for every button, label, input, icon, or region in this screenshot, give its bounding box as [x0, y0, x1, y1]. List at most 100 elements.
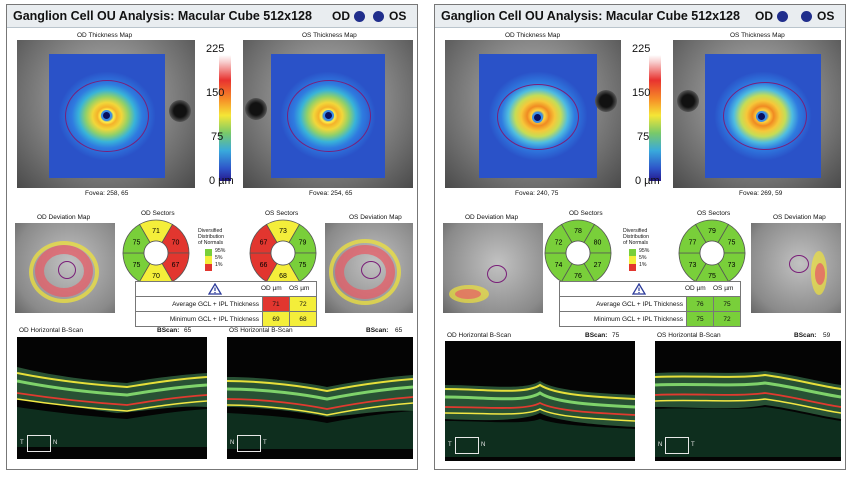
sector-value: 73 — [728, 262, 736, 269]
sector-value: 71 — [152, 228, 160, 235]
sector-value: 67 — [260, 239, 268, 246]
scale-tick-225: 225 — [206, 43, 225, 55]
os-optic-disc — [677, 90, 699, 112]
os-thickness-map-title: OS Thickness Map — [730, 32, 785, 39]
legend-1: 1% — [639, 262, 647, 268]
table-cell-os: 75 — [713, 296, 741, 312]
sector-value: 79 — [708, 228, 716, 235]
scale-tick-0: 0 µm — [635, 175, 660, 187]
os-sectors-title: OS Sectors — [697, 210, 731, 217]
legend-95: 95% — [215, 248, 226, 254]
warning-row: OD µm OS µm — [559, 281, 741, 297]
od-thickness-map-title: OD Thickness Map — [77, 32, 133, 39]
scale-tick-225: 225 — [632, 43, 651, 55]
distribution-legend — [205, 249, 212, 271]
sector-value: 74 — [555, 262, 563, 269]
table-row: Average GCL + IPL Thickness 71 72 — [135, 296, 317, 312]
thickness-color-scale — [649, 55, 661, 181]
scale-tick-75: 75 — [211, 131, 224, 143]
legend-5: 5% — [639, 255, 647, 261]
sector-value: 27 — [594, 262, 602, 269]
table-row-label: Average GCL + IPL Thickness — [559, 296, 687, 312]
os-axis-right: T — [263, 440, 267, 446]
os-axis-left: N — [230, 440, 235, 446]
gcl-ipl-table: Average GCL + IPL Thickness 76 75 Minimu… — [559, 296, 741, 327]
sector-value: 68 — [279, 273, 287, 280]
table-header-od: OD µm — [261, 285, 282, 292]
table-cell-os: 72 — [289, 296, 317, 312]
os-thickness-map-title: OS Thickness Map — [302, 32, 357, 39]
os-deviation-map-title: OS Deviation Map — [349, 214, 402, 221]
eye-label-os: OS — [389, 9, 407, 23]
report-panel-left: Ganglion Cell OU Analysis: Macular Cube … — [6, 4, 418, 470]
legend-1: 1% — [215, 262, 223, 268]
od-deviation-ring — [487, 265, 507, 283]
os-sectors-title: OS Sectors — [265, 210, 299, 217]
od-bscan-image: T N — [17, 337, 207, 459]
od-orientation-marker: T N — [448, 437, 485, 454]
distribution-label-2: of Normals — [198, 240, 224, 246]
table-header-od: OD µm — [685, 285, 706, 292]
os-sectors-wheel: 79 75 73 75 73 77 — [678, 219, 746, 287]
od-thickness-map-title: OD Thickness Map — [505, 32, 561, 39]
sector-center — [270, 240, 296, 266]
os-eye-icon — [801, 11, 812, 22]
od-bscan-value: 65 — [184, 327, 192, 334]
os-deviation-ring — [361, 261, 381, 279]
od-deviation-map — [15, 223, 115, 313]
od-deviation-map-title: OD Deviation Map — [465, 214, 519, 221]
eye-label-od: OD — [332, 9, 350, 23]
os-orientation-marker: N T — [658, 437, 695, 454]
od-bscan-layers — [445, 381, 635, 457]
table-header-os: OS µm — [289, 285, 310, 292]
table-row-label: Minimum GCL + IPL Thickness — [135, 311, 263, 327]
scale-tick-0: 0 µm — [209, 175, 234, 187]
od-fovea-marker — [103, 112, 110, 119]
os-bscan-label: BScan: — [794, 332, 817, 339]
distribution-label-1: Distribution — [198, 234, 224, 240]
os-bscan-value: 59 — [823, 332, 831, 339]
sector-value: 66 — [260, 262, 268, 269]
table-row: Minimum GCL + IPL Thickness 69 68 — [135, 311, 317, 327]
report-panel-right: Ganglion Cell OU Analysis: Macular Cube … — [434, 4, 846, 470]
os-bscan-image: N T — [227, 337, 413, 459]
od-optic-disc — [169, 100, 191, 122]
table-cell-os: 72 — [713, 311, 741, 327]
os-sectors-wheel: 73 79 75 68 66 67 — [249, 219, 317, 287]
od-bscan-layers — [17, 367, 207, 447]
od-optic-disc — [595, 90, 617, 112]
sector-value: 73 — [689, 262, 697, 269]
gcl-ipl-table: Average GCL + IPL Thickness 71 72 Minimu… — [135, 296, 317, 327]
sector-value: 67 — [172, 262, 180, 269]
report-header: Ganglion Cell OU Analysis: Macular Cube … — [435, 5, 845, 28]
eye-label-od: OD — [755, 9, 773, 23]
os-fovea-marker — [758, 113, 765, 120]
report-title: Ganglion Cell OU Analysis: Macular Cube … — [441, 9, 740, 23]
sector-value: 75 — [133, 239, 141, 246]
report-header: Ganglion Cell OU Analysis: Macular Cube … — [7, 5, 417, 28]
os-orientation-marker: N T — [230, 435, 267, 452]
table-header-os: OS µm — [713, 285, 734, 292]
thickness-color-scale — [219, 55, 231, 181]
od-deviation-ring — [58, 261, 76, 279]
table-cell-od: 75 — [686, 311, 714, 327]
os-fovea-coords: Fovea: 269, 59 — [739, 190, 783, 197]
os-bscan-value: 65 — [395, 327, 403, 334]
od-ellipse-ring — [497, 84, 579, 150]
scale-tick-150: 150 — [206, 87, 225, 99]
os-bscan-layers — [227, 375, 413, 449]
os-bscan-title: OS Horizontal B-Scan — [657, 332, 721, 339]
od-bscan-label: BScan: — [157, 327, 180, 334]
od-bscan-image: T N — [445, 341, 635, 461]
sector-value: 79 — [299, 239, 307, 246]
od-sectors-wheel: 78 80 27 76 74 72 — [544, 219, 612, 287]
warning-icon — [632, 283, 646, 295]
od-deviation-map — [443, 223, 543, 313]
od-bscan-title: OD Horizontal B-Scan — [447, 332, 511, 339]
od-bscan-title: OD Horizontal B-Scan — [19, 327, 83, 334]
report-title: Ganglion Cell OU Analysis: Macular Cube … — [13, 9, 312, 23]
sector-value: 70 — [152, 273, 160, 280]
od-bscan-value: 75 — [612, 332, 620, 339]
warning-row: OD µm OS µm — [135, 281, 317, 297]
table-cell-od: 69 — [262, 311, 290, 327]
